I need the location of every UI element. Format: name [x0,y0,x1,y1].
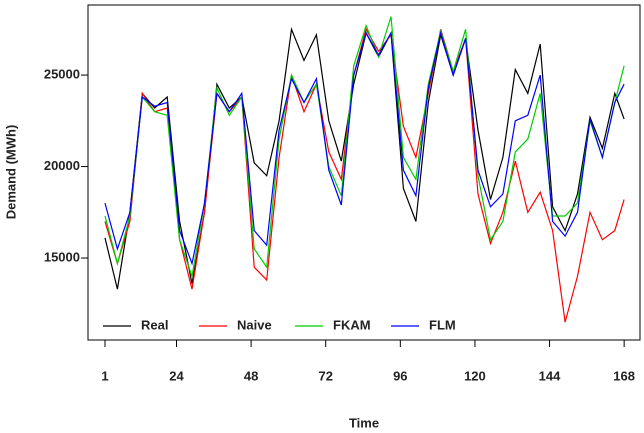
x-tick-label: 120 [464,368,486,383]
x-tick-label: 24 [169,368,184,383]
x-tick-label: 96 [393,368,407,383]
series-line [104,30,625,266]
plot-frame [87,4,641,341]
legend-label: Naive [237,317,272,332]
y-tick-label: 20000 [44,158,80,173]
legend-label: FKAM [333,317,371,332]
legend-label: FLM [429,317,456,332]
x-axis-label: Time [349,415,379,430]
x-tick-label: 1 [101,368,108,383]
series-line [104,27,625,323]
y-axis-label: Demand (MWh) [3,125,18,220]
x-tick-label: 144 [539,368,561,383]
y-tick-label: 15000 [44,249,80,264]
series-line [104,16,625,277]
x-tick-label: 168 [613,368,635,383]
x-tick-label: 48 [244,368,258,383]
legend-label: Real [141,317,168,332]
x-tick-label: 72 [318,368,332,383]
y-tick-label: 25000 [44,67,80,82]
